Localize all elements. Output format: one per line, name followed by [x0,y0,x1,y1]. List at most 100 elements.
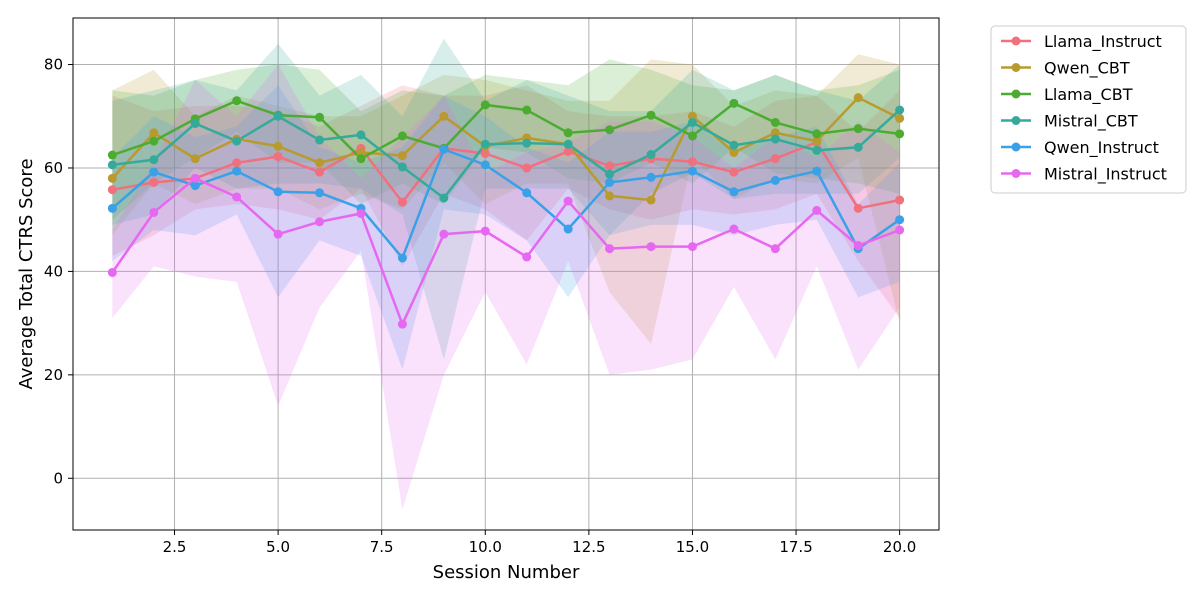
data-point [853,124,863,134]
data-point [770,244,780,254]
data-point [605,125,615,135]
data-point [770,175,780,185]
x-tick-label: 5.0 [266,538,290,556]
data-point [397,197,407,207]
data-point [107,160,117,170]
data-point [107,267,117,277]
legend-label: Mistral_CBT [1044,112,1138,132]
data-point [729,147,739,157]
data-point [315,188,325,198]
data-point [646,150,656,160]
data-point [149,207,159,217]
legend-swatch-marker [1011,63,1021,72]
data-point [687,166,697,176]
series-line-qwen_instruct [111,148,901,260]
data-point [397,131,407,141]
data-point [232,158,242,168]
data-point [895,113,905,123]
x-tick-label: 20.0 [883,538,916,556]
data-point [315,112,325,122]
series-line-qwen_cbt [111,96,901,202]
confidence-band-qwen_instruct [112,85,900,370]
series-line-mistral_instruct [111,177,901,326]
data-point [729,98,739,108]
legend: Llama_Instruct Qwen_CBT Llama_CBT Mistral_C… [990,25,1187,194]
data-point [190,154,200,164]
series-markers [107,93,905,329]
x-tick-label: 2.5 [163,538,187,556]
data-point [439,111,449,121]
data-point [687,111,697,121]
data-point [729,224,739,234]
data-point [397,319,407,329]
data-point [439,144,449,154]
data-point [232,192,242,202]
data-point [563,128,573,138]
data-point [729,187,739,197]
data-point [522,188,532,198]
data-point [563,139,573,149]
legend-swatch-marker [1011,89,1021,99]
data-point [812,129,822,139]
series-lines [111,96,901,326]
data-point [853,142,863,152]
data-point [687,131,697,141]
legend-label: Llama_CBT [1044,85,1133,105]
data-point [895,225,905,235]
data-point [149,128,159,138]
data-point [149,177,159,187]
data-point [480,160,490,170]
data-point [770,134,780,144]
x-tick-label: 10.0 [469,538,502,556]
x-tick-label: 7.5 [370,538,394,556]
x-axis-label: Session Number [433,562,580,583]
data-point [605,161,615,171]
data-point [853,203,863,213]
data-point [812,166,822,176]
data-point [190,119,200,129]
data-point [895,195,905,205]
data-point [232,136,242,146]
data-point [356,208,366,218]
data-point [895,105,905,115]
data-point [853,241,863,251]
data-point [770,154,780,164]
y-tick-label: 60 [44,159,63,177]
data-point [397,253,407,263]
data-point [232,166,242,176]
data-point [439,229,449,239]
data-point [107,150,117,160]
data-point [107,173,117,183]
grid-lines [73,18,939,530]
data-point [480,226,490,236]
x-tick-label: 17.5 [779,538,812,556]
axis-ticks: 2.5 5.0 7.5 10.0 12.5 15.0 17.5 20.0 0 20 40 60 80 [44,56,916,556]
data-point [646,195,656,205]
legend-swatch-marker [1011,36,1021,46]
data-point [687,242,697,252]
series-line-llama_instruct [112,140,900,210]
y-tick-label: 0 [53,469,63,487]
data-point [480,100,490,110]
data-point [397,151,407,161]
data-point [687,117,697,127]
data-point [107,203,117,213]
data-point [149,136,159,146]
data-point [149,155,159,165]
data-point [356,130,366,140]
confidence-band-llama_cbt [112,59,900,220]
confidence-band-llama_instruct [112,85,900,318]
data-point [315,167,325,177]
data-point [315,135,325,145]
data-point [522,252,532,262]
y-axis-label: Average Total CTRS Score [16,158,37,389]
data-point [770,128,780,138]
data-point [190,181,200,191]
legend-box [990,25,1187,194]
data-point [480,148,490,158]
data-point [812,145,822,155]
legend-swatch-marker [1011,142,1021,152]
data-point [107,185,117,195]
legend-label: Qwen_CBT [1044,59,1130,79]
